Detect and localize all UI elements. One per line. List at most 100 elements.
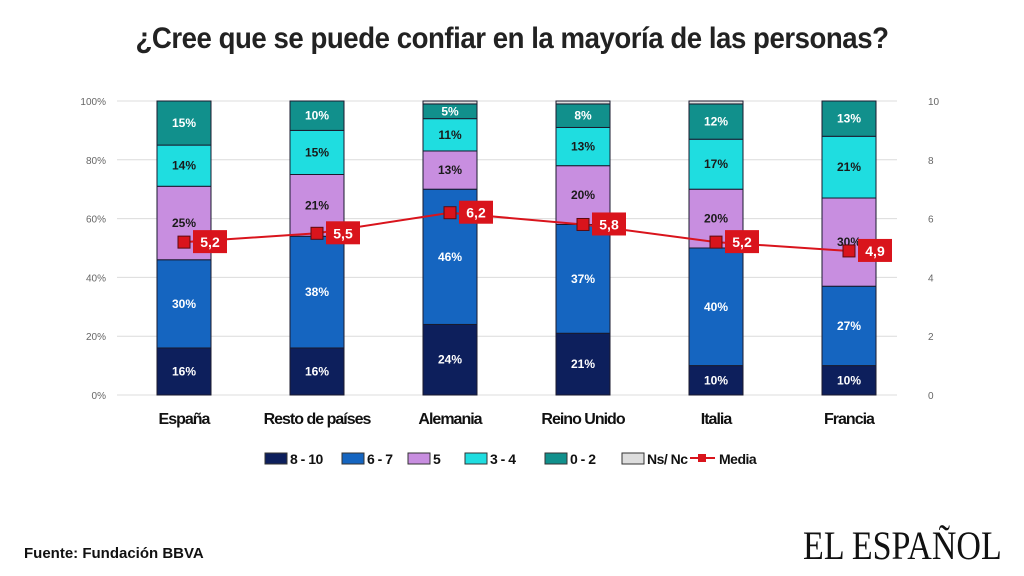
data-label: 10% [704, 373, 728, 387]
bar-segment [422, 323, 478, 396]
legend-label: 0 - 2 [570, 451, 596, 467]
x-category-label: Francia [824, 411, 875, 428]
legend-swatch [464, 452, 488, 465]
data-label: 13% [571, 140, 595, 154]
data-label: 13% [837, 112, 861, 126]
chart-title: ¿Cree que se puede confiar en la mayoría… [135, 22, 889, 55]
bar-segment [688, 365, 744, 396]
x-axis-categories: España Resto de países Alemania Reino Unido… [159, 411, 877, 428]
media-label-box [725, 230, 759, 254]
bar-segment [289, 129, 345, 175]
media-label-box [459, 200, 493, 224]
legend-label: 6 - 7 [367, 451, 393, 467]
media-label-box [592, 212, 626, 236]
y-tick-label: 60% [86, 215, 106, 226]
bar-stack: 10% 40% 20% 17% 12% [688, 100, 744, 396]
y2-tick-label: 6 [928, 215, 934, 226]
x-category-label: Resto de países [264, 411, 372, 428]
y-tick-label: 0% [92, 391, 107, 402]
bar-segment [156, 259, 212, 349]
data-label: 16% [172, 364, 196, 378]
bar-segment [555, 126, 611, 167]
data-label: 10% [837, 373, 861, 387]
bar-segment [821, 365, 877, 396]
legend-item: 6 - 7 [341, 451, 394, 467]
bar-segment [821, 285, 877, 367]
bar-segment [289, 100, 345, 131]
data-label: 5% [441, 104, 459, 118]
x-category-label: Alemania [418, 411, 482, 428]
data-label: 12% [704, 115, 728, 129]
bar-segment [688, 100, 744, 105]
media-marker [310, 226, 324, 240]
media-label-box [193, 230, 227, 254]
gridlines [117, 100, 897, 396]
legend-marker [698, 454, 706, 462]
bar-stack: 16% 38% 21% 15% 10% [289, 100, 345, 396]
data-label: 15% [305, 145, 329, 159]
data-label: 16% [305, 364, 329, 378]
data-label: 27% [837, 319, 861, 333]
data-label: 11% [438, 128, 462, 142]
x-category-label: España [159, 411, 211, 428]
bar-segment [422, 150, 478, 190]
data-label: 20% [704, 212, 728, 226]
y-tick-label: 40% [86, 273, 106, 284]
legend-swatch [544, 452, 568, 465]
legend: 8 - 10 6 - 7 5 3 - 4 0 - 2 Ns/ Nc Media [264, 451, 757, 467]
x-category-label: Reino Unido [541, 411, 625, 428]
bar-segment [821, 135, 877, 199]
bar-segment [422, 118, 478, 152]
bar-segment [555, 332, 611, 396]
bar-segment [289, 347, 345, 396]
data-label: 13% [438, 163, 462, 177]
legend-item: Ns/ Nc [621, 451, 689, 467]
bar-stack: 24% 46% 13% 11% 5% [422, 100, 478, 396]
legend-swatch [341, 452, 365, 465]
legend-label: 5 [433, 451, 441, 467]
media-label: 4,9 [865, 243, 885, 259]
bar-segment [289, 235, 345, 349]
legend-label: Ns/ Nc [647, 451, 688, 467]
media-marker [443, 206, 457, 220]
x-category-label: Italia [701, 411, 733, 428]
y-axis-right: 0 2 4 6 8 10 [928, 97, 940, 402]
legend-label: 8 - 10 [290, 451, 324, 467]
y-tick-label: 100% [80, 97, 106, 108]
y-tick-label: 80% [86, 156, 106, 167]
data-label: 15% [172, 116, 196, 130]
data-label: 14% [172, 159, 196, 173]
data-label: 38% [305, 285, 329, 299]
data-label: 10% [305, 109, 329, 123]
y2-tick-label: 2 [928, 332, 934, 343]
bar-segment [156, 100, 212, 146]
bar-segment [555, 223, 611, 334]
media-marker [842, 244, 856, 258]
data-label: 17% [704, 157, 728, 171]
legend-item: Media [690, 451, 757, 467]
legend-swatch [264, 452, 288, 465]
brand-logo: EL ESPAÑOL [803, 523, 1002, 568]
media-label: 5,2 [732, 234, 752, 250]
bar-segment [156, 347, 212, 396]
legend-swatch [407, 452, 431, 465]
bar-segment [422, 100, 478, 105]
bar-stack: 21% 37% 20% 13% 8% [555, 100, 611, 396]
media-marker [576, 217, 590, 231]
media-marker [177, 235, 191, 249]
media-label: 5,2 [200, 234, 220, 250]
y-tick-label: 20% [86, 332, 106, 343]
data-label: 20% [571, 188, 595, 202]
bar-segment [688, 247, 744, 367]
data-label: 40% [704, 300, 728, 314]
data-label: 8% [574, 109, 592, 123]
data-label: 46% [438, 250, 462, 264]
media-label: 5,5 [333, 225, 353, 241]
data-label: 21% [305, 198, 329, 212]
legend-item: 5 [407, 451, 442, 467]
source-note: Fuente: Fundación BBVA [24, 545, 204, 562]
y2-tick-label: 10 [928, 97, 940, 108]
media-label: 5,8 [599, 216, 619, 232]
bar-segment [156, 144, 212, 187]
